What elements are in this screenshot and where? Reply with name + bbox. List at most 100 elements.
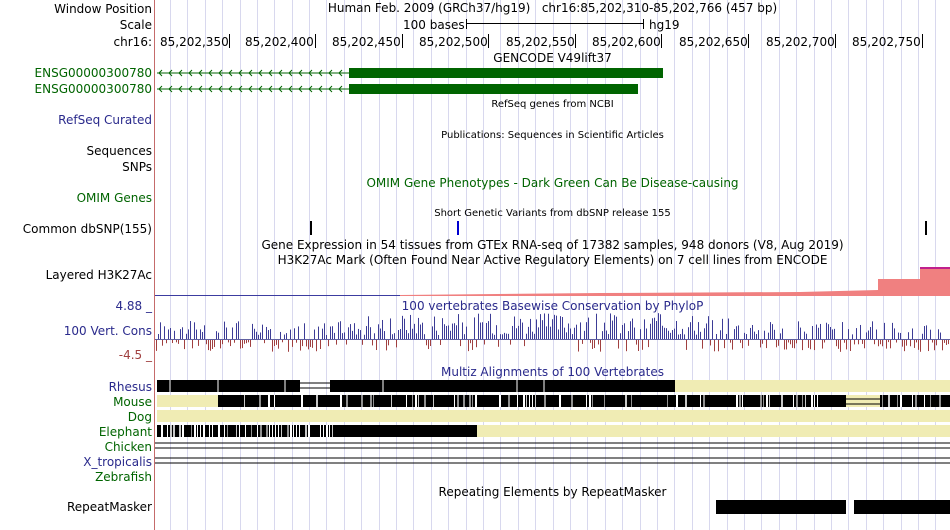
ruler-tick-mark — [488, 34, 489, 48]
label-chicken[interactable]: Chicken — [104, 440, 152, 454]
multiz-mouse[interactable] — [157, 395, 950, 407]
label-gene-1[interactable]: ENSG00000300780 — [34, 66, 152, 80]
grid-line — [848, 0, 849, 530]
track-title-publications[interactable]: Publications: Sequences in Scientific Ar… — [441, 130, 664, 141]
gene-model-1[interactable] — [157, 68, 663, 78]
grid-line — [274, 0, 275, 530]
track-title-gtex[interactable]: Gene Expression in 54 tissues from GTEx … — [261, 238, 844, 252]
track-title-h3k27ac[interactable]: H3K27Ac Mark (Often Found Near Active Re… — [277, 253, 828, 267]
track-title-omim[interactable]: OMIM Gene Phenotypes - Dark Green Can Be… — [366, 176, 739, 190]
label-scale: Scale — [119, 18, 152, 32]
track-title-multiz[interactable]: Multiz Alignments of 100 Vertebrates — [440, 365, 665, 379]
label-mouse[interactable]: Mouse — [113, 395, 152, 409]
grid-line — [918, 0, 919, 530]
position-text: chr16:85,202,310-85,202,766 (457 bp) — [541, 1, 778, 15]
assembly-text: Human Feb. 2009 (GRCh37/hg19) — [327, 1, 531, 15]
grid-line — [379, 0, 380, 530]
ruler-tick-label: 85,202,400 — [245, 35, 314, 49]
track-title-refseq[interactable]: RefSeq genes from NCBI — [491, 99, 614, 110]
label-gene-2[interactable]: ENSG00000300780 — [34, 82, 152, 96]
grid-line — [935, 0, 936, 530]
label-100-vert-cons[interactable]: 100 Vert. Cons — [63, 324, 152, 338]
multiz-x-tropicalis[interactable] — [155, 457, 950, 464]
label-sequences[interactable]: Sequences — [86, 144, 152, 158]
grid-line — [883, 0, 884, 530]
phylop-signal[interactable] — [155, 313, 950, 352]
ruler-tick-label: 85,202,350 — [160, 35, 229, 49]
label-refseq-curated[interactable]: RefSeq Curated — [58, 113, 152, 127]
label-zebrafish[interactable]: Zebrafish — [95, 470, 152, 484]
multiz-chicken[interactable] — [155, 442, 950, 449]
ruler-tick-label: 85,202,750 — [852, 35, 921, 49]
gene-model-2[interactable] — [157, 84, 638, 94]
label-layered-h3k27ac[interactable]: Layered H3K27Ac — [45, 268, 152, 282]
label-rhesus[interactable]: Rhesus — [108, 380, 152, 394]
grid-line — [292, 0, 293, 530]
grid-line — [170, 0, 171, 530]
grid-line — [570, 0, 571, 530]
label-window-position: Window Position — [54, 2, 152, 16]
ruler-tick-label: 85,202,600 — [592, 35, 661, 49]
grid-line — [674, 0, 675, 530]
label-omim-genes[interactable]: OMIM Genes — [76, 191, 152, 205]
grid-line — [866, 0, 867, 530]
ruler-tick-label: 85,202,700 — [766, 35, 835, 49]
track-title-dbsnp[interactable]: Short Genetic Variants from dbSNP releas… — [434, 208, 671, 219]
ruler-tick-mark — [661, 34, 662, 48]
grid-line — [587, 0, 588, 530]
label-common-dbsnp[interactable]: Common dbSNP(155) — [22, 222, 152, 236]
grid-line — [257, 0, 258, 530]
grid-line — [796, 0, 797, 530]
ruler-tick-label: 85,202,650 — [679, 35, 748, 49]
snp-mark[interactable] — [925, 221, 927, 235]
ruler-tick-mark — [748, 34, 749, 48]
ruler-tick-mark — [835, 34, 836, 48]
grid-line — [326, 0, 327, 530]
grid-line — [413, 0, 414, 530]
grid-line — [361, 0, 362, 530]
grid-line — [622, 0, 623, 530]
ruler-tick-mark — [229, 34, 230, 48]
grid-line — [814, 0, 815, 530]
grid-line — [657, 0, 658, 530]
repeat-element[interactable] — [716, 500, 846, 514]
snp-mark[interactable] — [457, 221, 459, 235]
grid-line — [309, 0, 310, 530]
label-dog[interactable]: Dog — [127, 410, 152, 424]
grid-line — [727, 0, 728, 530]
track-title-gencode[interactable]: GENCODE V49lift37 — [493, 51, 612, 65]
grid-line — [222, 0, 223, 530]
grid-line — [518, 0, 519, 530]
label-snps[interactable]: SNPs — [122, 160, 152, 174]
grid-line — [744, 0, 745, 530]
grid-line — [396, 0, 397, 530]
grid-line — [692, 0, 693, 530]
grid-line — [448, 0, 449, 530]
repeat-element[interactable] — [854, 500, 950, 514]
ruler-tick-label: 85,202,500 — [419, 35, 488, 49]
grid-line — [466, 0, 467, 530]
grid-line — [831, 0, 832, 530]
grid-line — [640, 0, 641, 530]
label-elephant[interactable]: Elephant — [98, 425, 152, 439]
grid-line — [483, 0, 484, 530]
snp-mark[interactable] — [310, 221, 312, 235]
h3k27ac-signal[interactable] — [155, 267, 950, 296]
label-x-tropicalis[interactable]: X_tropicalis — [83, 455, 152, 469]
multiz-rhesus[interactable] — [157, 380, 950, 392]
ruler-tick-mark — [402, 34, 403, 48]
ruler-tick-mark — [575, 34, 576, 48]
grid-line — [500, 0, 501, 530]
multiz-dog[interactable] — [157, 410, 950, 422]
label-repeatmasker[interactable]: RepeatMasker — [66, 500, 152, 514]
scale-db: hg19 — [649, 18, 680, 32]
track-title-repeatmasker[interactable]: Repeating Elements by RepeatMasker — [438, 485, 667, 499]
label-divider — [154, 0, 155, 530]
ruler-tick-mark — [315, 34, 316, 48]
grid-line — [761, 0, 762, 530]
multiz-elephant[interactable] — [157, 425, 950, 437]
label-cons-min: -4.5 _ — [118, 348, 152, 362]
track-title-phylop[interactable]: 100 vertebrates Basewise Conservation by… — [401, 299, 704, 313]
